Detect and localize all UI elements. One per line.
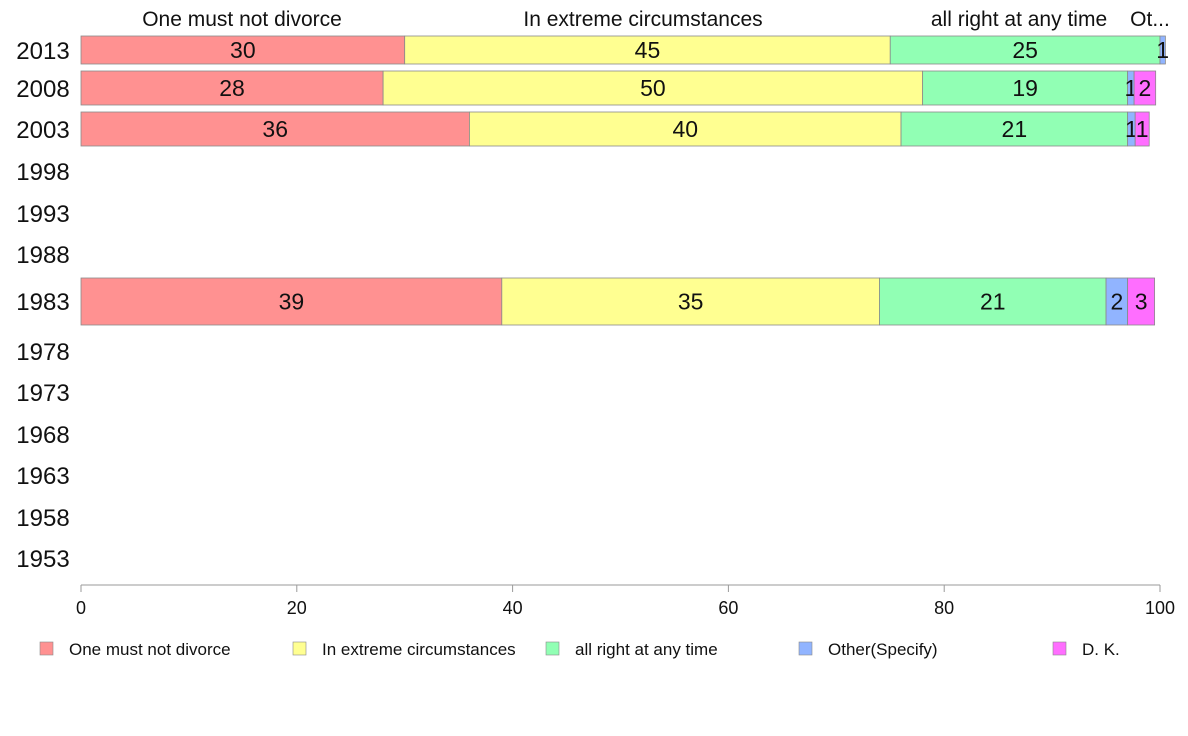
top-segment-label: Ot... — [1130, 8, 1170, 31]
legend-label: In extreme circumstances — [322, 640, 516, 659]
bar-segment — [889, 35, 1161, 65]
bar-value-label: 35 — [678, 289, 704, 315]
bar-value-label: 3 — [1135, 289, 1148, 315]
bar-segment — [1127, 277, 1156, 326]
x-tick-label: 100 — [1145, 598, 1175, 618]
x-tick-label: 40 — [503, 598, 523, 618]
bar-segment — [879, 277, 1107, 326]
legend-swatch — [292, 641, 307, 656]
bar-value-label: 2 — [1110, 289, 1123, 315]
legend-label: all right at any time — [575, 640, 718, 659]
legend-swatch — [545, 641, 560, 656]
bar-value-label: 39 — [279, 289, 305, 315]
top-segment-label: In extreme circumstances — [523, 8, 762, 31]
legend-label: D. K. — [1082, 640, 1120, 659]
bar-segment — [80, 111, 470, 147]
bar-segment — [382, 70, 924, 106]
year-label: 2013 — [16, 38, 69, 65]
x-tick-label: 60 — [718, 598, 738, 618]
year-label: 1958 — [16, 505, 69, 532]
x-tick-label: 20 — [287, 598, 307, 618]
bar-value-label: 50 — [640, 75, 666, 101]
legend-swatch — [1052, 641, 1067, 656]
bar-value-label: 1 — [1136, 116, 1149, 142]
year-label: 2008 — [16, 76, 69, 103]
top-segment-label: One must not divorce — [142, 8, 342, 31]
bar-segment — [501, 277, 880, 326]
bar-value-label: 28 — [219, 75, 245, 101]
x-tick-label: 80 — [934, 598, 954, 618]
top-segment-labels: One must not divorce In extreme circumsta… — [142, 8, 1170, 31]
bar-value-label: 21 — [1002, 116, 1028, 142]
bar-segment — [80, 35, 406, 65]
bar-segment — [1133, 70, 1157, 106]
bar-value-label: 1 — [1156, 37, 1169, 63]
bar-segment — [922, 70, 1129, 106]
bar-value-label: 25 — [1012, 37, 1038, 63]
year-label: 1998 — [16, 159, 69, 186]
x-axis: 0 20 40 60 80 100 — [76, 584, 1175, 618]
bar-value-label: 1 — [1125, 116, 1138, 142]
bar-value-label: 21 — [980, 289, 1006, 315]
bar-value-label: 2 — [1138, 75, 1151, 101]
legend-label: Other(Specify) — [828, 640, 938, 659]
year-label: 1983 — [16, 289, 69, 316]
bar-segment — [469, 111, 902, 147]
bar-value-label: 36 — [262, 116, 288, 142]
bar-value-label: 30 — [230, 37, 256, 63]
legend-swatch — [39, 641, 54, 656]
bar-segment — [404, 35, 891, 65]
bar-segment — [1134, 111, 1150, 147]
bar-value-label: 45 — [635, 37, 661, 63]
year-label: 1973 — [16, 380, 69, 407]
bar-value-label: 40 — [672, 116, 698, 142]
legend-label: One must not divorce — [69, 640, 231, 659]
year-label: 2003 — [16, 117, 69, 144]
bar-segment — [1159, 35, 1166, 65]
top-segment-label: all right at any time — [931, 8, 1107, 31]
legend: One must not divorce In extreme circumsta… — [39, 640, 1120, 659]
year-label: 1988 — [16, 242, 69, 269]
year-label: 1963 — [16, 463, 69, 490]
bar-value-label: 19 — [1012, 75, 1038, 101]
year-label: 1993 — [16, 201, 69, 228]
year-axis: 2013 2008 2003 1998 1993 1988 1983 1978 1973 1968… — [16, 38, 69, 573]
legend-swatch — [798, 641, 813, 656]
year-label: 1978 — [16, 339, 69, 366]
bar-segment — [80, 277, 503, 326]
bar-segment — [900, 111, 1129, 147]
x-tick-label: 0 — [76, 598, 86, 618]
year-label: 1953 — [16, 546, 69, 573]
year-label: 1968 — [16, 422, 69, 449]
